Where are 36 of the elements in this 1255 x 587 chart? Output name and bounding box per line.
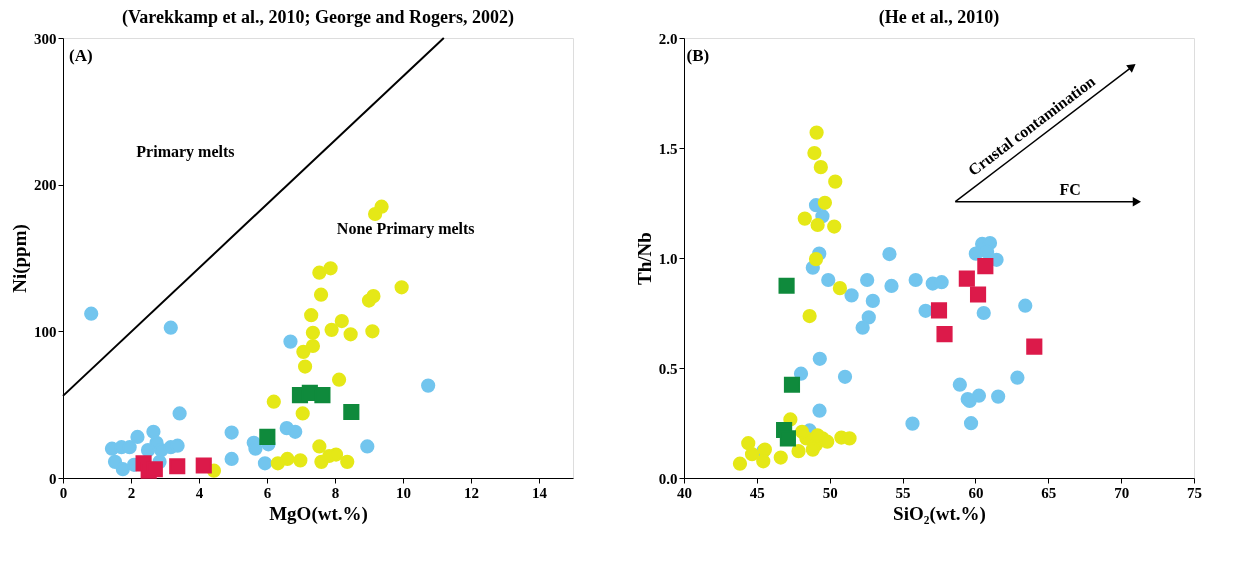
- chart-title: (Varekkamp et al., 2010; George and Rogers, 2002): [122, 7, 514, 28]
- chart-title: (He et al., 2010): [878, 7, 1000, 28]
- y-tick-label: 1.0: [658, 250, 678, 267]
- y-tick-label: 1.5: [658, 140, 678, 157]
- x-axis-title: MgO(wt.%): [269, 502, 368, 525]
- annotation: Primary melts: [136, 142, 235, 161]
- annotation: (B): [686, 45, 710, 65]
- y-tick-label: 200: [34, 177, 57, 194]
- x-tick-label: 14: [532, 484, 548, 501]
- x-tick-label: 4: [195, 484, 204, 501]
- y-tick-label: 0.5: [658, 360, 678, 377]
- y-tick-label: 0: [49, 470, 57, 487]
- x-tick-label: 2: [127, 484, 136, 501]
- x-tick-label: 8: [331, 484, 340, 501]
- y-tick-label: 100: [34, 323, 57, 340]
- x-tick-label: 70: [1114, 484, 1130, 501]
- x-tick-label: 75: [1187, 484, 1202, 501]
- annotation: FC: [1059, 180, 1081, 198]
- x-tick-label: 65: [1041, 484, 1057, 501]
- x-tick-label: 55: [895, 484, 911, 501]
- y-tick-label: 300: [34, 30, 57, 47]
- x-axis-title: SiO₂(wt.%): [893, 502, 986, 525]
- x-tick-label: 10: [396, 484, 411, 501]
- y-axis-title: Ni(ppm): [9, 224, 31, 293]
- x-tick-label: 60: [968, 484, 984, 501]
- x-tick-label: 12: [464, 484, 479, 501]
- y-tick-label: 2.0: [658, 30, 678, 47]
- annotation: None Primary melts: [336, 220, 475, 239]
- x-tick-label: 45: [749, 484, 765, 501]
- y-axis-title: Th/Nb: [633, 232, 655, 285]
- x-tick-label: 40: [677, 484, 692, 501]
- x-tick-label: 0: [59, 484, 68, 501]
- annotation: (A): [69, 45, 93, 65]
- x-tick-label: 50: [822, 484, 838, 501]
- y-tick-label: 0.0: [658, 470, 678, 487]
- x-tick-label: 6: [263, 484, 272, 501]
